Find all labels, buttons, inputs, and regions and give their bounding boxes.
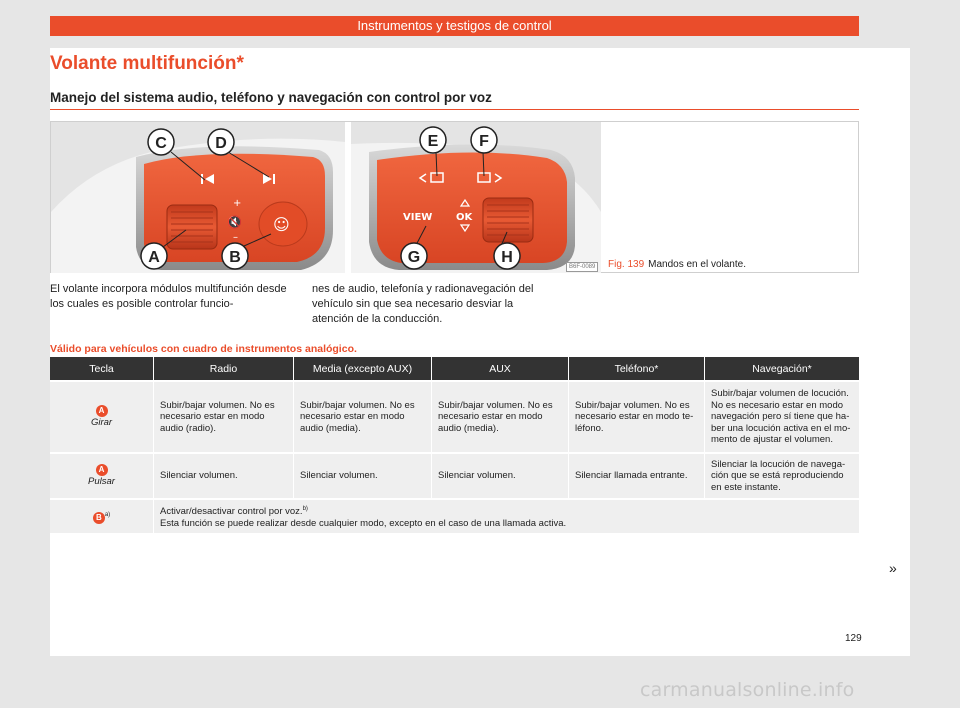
svg-text:☺: ☺ [273,215,290,234]
key-footnote: a) [104,511,111,518]
continue-mark: » [889,560,897,576]
ok-button-label: OK [456,212,474,223]
table-cell: Subir/bajar volumen de locución. No es n… [705,380,859,452]
table-cell: Silenciar volumen. [154,452,294,498]
callout-e: E [428,133,439,150]
callout-d: D [215,135,227,152]
svg-text:🔇: 🔇 [227,215,242,229]
steering-wheel-controls-illustration: + 🔇 – ☺ C D A B [51,122,601,273]
table-cell: Subir/bajar volumen. No es necesario est… [294,380,432,452]
table-cell: Subir/bajar volumen. No es necesario est… [154,380,294,452]
callout-c: C [155,135,167,152]
table-cell: Subir/bajar volumen. No es necesario est… [569,380,705,452]
row3-line2: Esta función se puede realizar desde cua… [160,517,567,529]
key-action: Girar [90,417,113,429]
table-cell: Silenciar volumen. [294,452,432,498]
view-button-label: VIEW [403,212,432,223]
key-badge-b: B [92,511,105,524]
chapter-header: Instrumentos y testigos de control [50,16,859,36]
controls-table: Tecla Radio Media (excepto AUX) AUX Telé… [50,357,859,534]
table-row: A Pulsar Silenciar volumen. Silenciar vo… [50,452,859,498]
header-tecla: Tecla [50,357,154,380]
callout-g: G [408,249,420,266]
figure-caption-text: Mandos en el volante. [648,259,746,270]
key-action: Pulsar [88,476,115,488]
svg-text:–: – [233,232,238,243]
next-track-icon [263,174,275,184]
callout-h: H [501,249,513,266]
section-title: Volante multifunción* [50,53,244,74]
page-number: 129 [845,633,862,644]
volume-thumbwheel [166,204,218,250]
header-aux: AUX [432,357,569,380]
row3-line1: Activar/desactivar control por voz. [160,506,303,518]
callout-f: F [479,133,489,150]
steering-wheel-controls-image: + 🔇 – ☺ C D A B [51,122,601,273]
header-media: Media (excepto AUX) [294,357,432,380]
prev-track-icon [201,174,214,184]
figure-139: + 🔇 – ☺ C D A B [50,121,859,273]
section-subtitle: Manejo del sistema audio, teléfono y nav… [50,90,492,105]
table-cell: Subir/bajar volumen. No es necesario est… [432,380,569,452]
table-row: A Girar Subir/bajar volumen. No es neces… [50,380,859,452]
header-telefono: Teléfono* [569,357,705,380]
table-header-row: Tecla Radio Media (excepto AUX) AUX Telé… [50,357,859,380]
subtitle-divider [50,109,859,110]
callout-b: B [229,249,241,266]
table-cell: Activar/desactivar control por voz.b) Es… [154,498,859,534]
figure-divider [345,122,351,273]
header-radio: Radio [154,357,294,380]
body-text-right: nes de audio, telefonía y radionavegació… [312,283,534,325]
table-cell: Silenciar volumen. [432,452,569,498]
row3-footnote: b) [302,506,308,512]
svg-text:+: + [233,198,241,209]
validity-note: Válido para vehículos con cuadro de inst… [50,343,357,355]
body-text-left: El volante incorpora módulos multifunció… [50,283,287,310]
key-badge-a: A [95,464,108,477]
table-cell: Silenciar llamada entrante. [569,452,705,498]
menu-thumbwheel [482,197,534,243]
figure-number: Fig. 139 [608,259,645,270]
key-badge-a: A [95,405,108,418]
key-cell: A Pulsar [50,452,154,498]
figure-caption: Fig. 139 Mandos en el volante. [608,259,746,270]
watermark: carmanualsonline.info [640,679,855,701]
table-cell: Silenciar la locución de navega-ción que… [705,452,859,498]
voice-button-shape [258,201,308,247]
callout-a: A [148,249,160,266]
figure-code: B6F-0089 [566,262,599,272]
header-navegacion: Navegación* [705,357,859,380]
key-cell: A Girar [50,380,154,452]
